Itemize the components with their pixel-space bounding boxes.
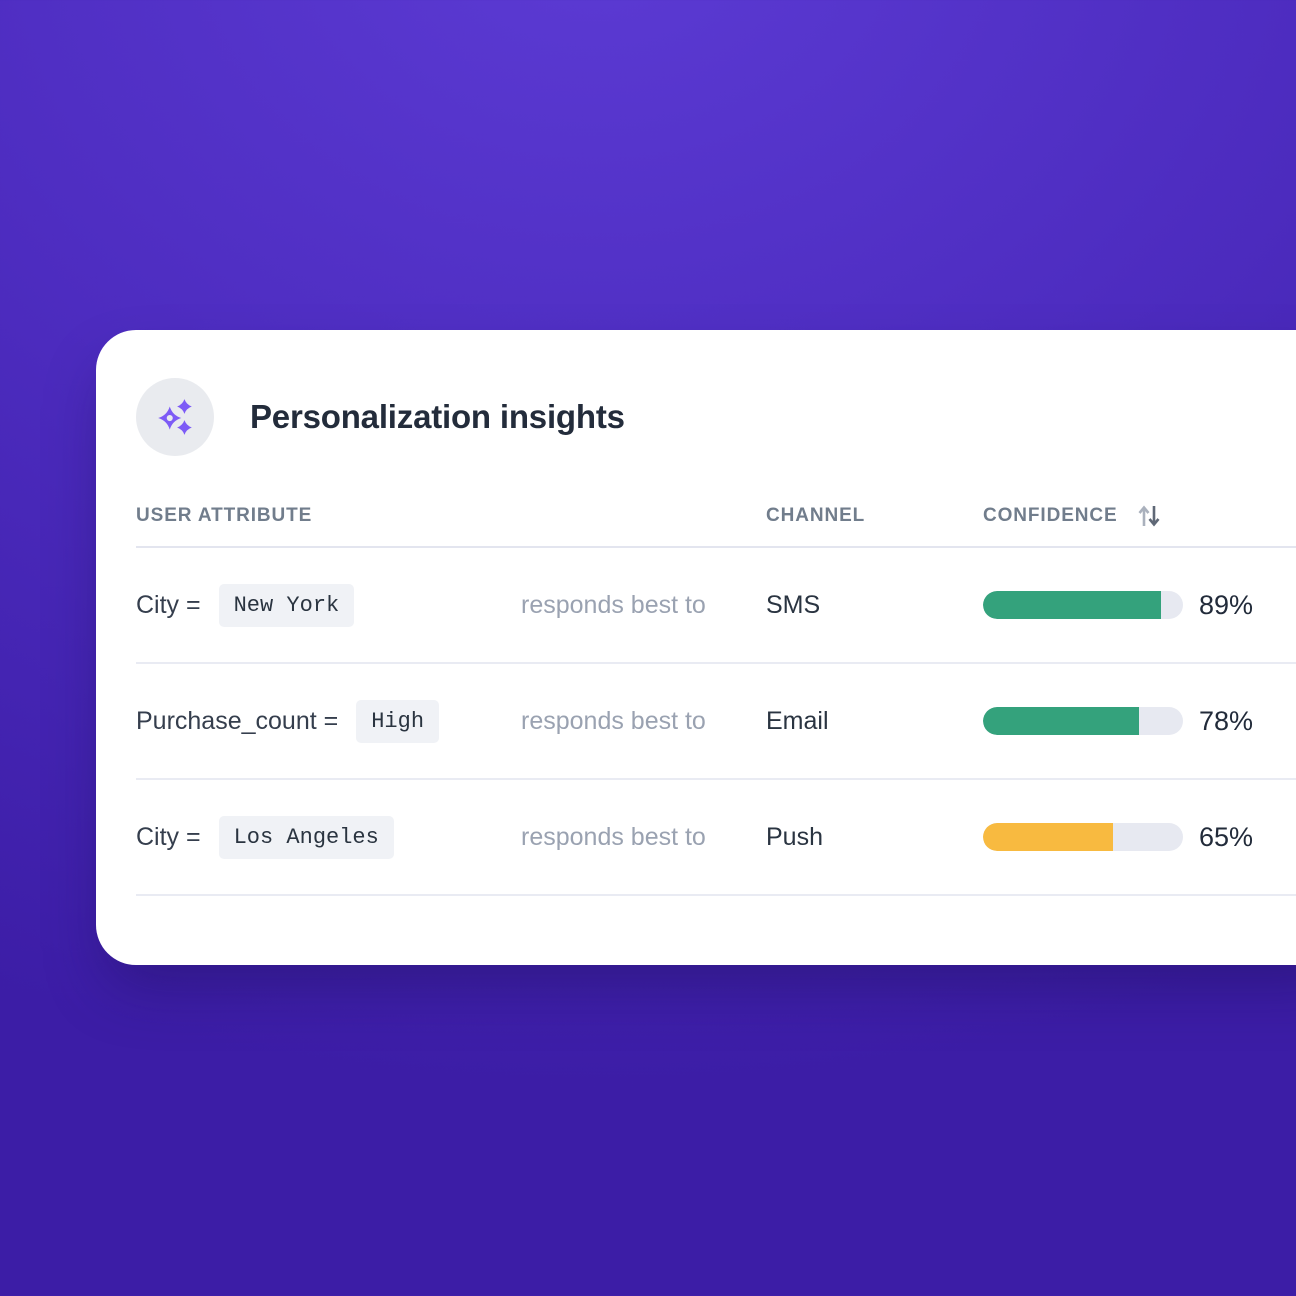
confidence-percent: 65% — [1199, 821, 1254, 852]
channel-value: Email — [766, 706, 829, 735]
attribute-label: Purchase_count = — [136, 706, 339, 735]
confidence-bar-fill — [983, 591, 1161, 619]
card-header: Personalization insights — [136, 378, 1296, 456]
confidence-bar — [983, 823, 1183, 851]
confidence-percent: 89% — [1199, 589, 1254, 620]
connector-text: responds best to — [521, 590, 706, 619]
column-header-user-attribute: User attribute — [136, 505, 313, 526]
confidence-bar-fill — [983, 823, 1113, 851]
column-header-channel: Channel — [766, 505, 866, 526]
user-attribute-cell: Purchase_count = High — [136, 699, 521, 743]
sort-icon[interactable] — [1134, 502, 1164, 530]
connector-text: responds best to — [521, 706, 706, 735]
column-header-confidence: Confidence — [983, 502, 1296, 530]
table-row: City = Los Angeles responds best to Push… — [136, 780, 1296, 896]
insights-card: Personalization insights User attribute … — [96, 330, 1296, 965]
page-title: Personalization insights — [250, 398, 625, 435]
user-attribute-cell: City = New York — [136, 583, 521, 627]
table-row: City = New York responds best to SMS 89% — [136, 548, 1296, 664]
channel-value: Push — [766, 822, 823, 851]
confidence-bar — [983, 591, 1183, 619]
attribute-value-chip: High — [356, 699, 440, 743]
channel-value: SMS — [766, 590, 821, 619]
confidence-percent: 78% — [1199, 705, 1254, 736]
attribute-label: City = — [136, 822, 201, 851]
connector-text: responds best to — [521, 822, 706, 851]
attribute-label: City = — [136, 590, 201, 619]
confidence-bar-fill — [983, 707, 1139, 735]
sparkles-icon — [136, 378, 214, 456]
attribute-value-chip: New York — [218, 583, 355, 627]
table-row: Purchase_count = High responds best to E… — [136, 664, 1296, 780]
confidence-bar — [983, 707, 1183, 735]
table-header-row: User attribute Channel Confidence — [136, 486, 1296, 548]
user-attribute-cell: City = Los Angeles — [136, 815, 521, 859]
attribute-value-chip: Los Angeles — [218, 815, 394, 859]
